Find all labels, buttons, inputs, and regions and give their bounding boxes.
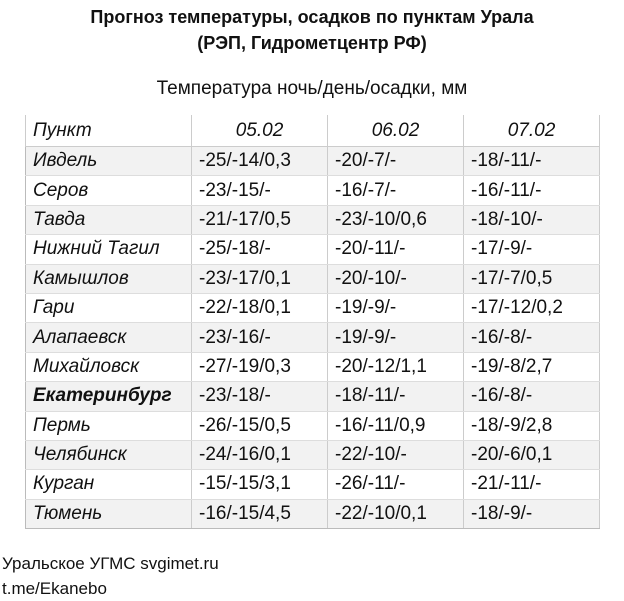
forecast-table: Пункт 05.02 06.02 07.02 Ивдель -25/-14/0,… <box>25 115 600 530</box>
forecast-cell: -23/-18/- <box>191 381 328 412</box>
forecast-cell: -18/-10/- <box>463 205 600 236</box>
forecast-cell: -22/-10/- <box>327 440 464 471</box>
station-name: Пермь <box>25 411 192 441</box>
forecast-cell: -17/-7/0,5 <box>463 264 600 294</box>
forecast-cell: -20/-7/- <box>327 146 464 177</box>
forecast-cell: -16/-11/- <box>463 175 600 206</box>
station-name: Михайловск <box>25 352 192 383</box>
station-name: Гари <box>25 293 192 324</box>
header-cell: 07.02 <box>463 115 600 147</box>
forecast-cell: -24/-16/0,1 <box>191 440 328 471</box>
station-name: Екатеринбург <box>25 381 192 412</box>
table-row: Ивдель -25/-14/0,3 -20/-7/- -18/-11/- <box>25 146 600 177</box>
forecast-cell: -20/-11/- <box>327 234 464 265</box>
forecast-cell: -18/-9/2,8 <box>463 411 600 441</box>
forecast-cell: -22/-10/0,1 <box>327 499 464 530</box>
header-cell: 06.02 <box>327 115 464 147</box>
forecast-cell: -18/-11/- <box>327 381 464 412</box>
title-line-1: Прогноз температуры, осадков по пунктам … <box>90 7 534 27</box>
footer-source: Уральское УГМС svgimet.ru <box>2 554 219 573</box>
forecast-cell: -17/-12/0,2 <box>463 293 600 324</box>
station-name: Камышлов <box>25 264 192 294</box>
forecast-cell: -26/-11/- <box>327 469 464 500</box>
station-name: Тавда <box>25 205 192 236</box>
forecast-cell: -22/-18/0,1 <box>191 293 328 324</box>
forecast-cell: -23/-16/- <box>191 322 328 353</box>
forecast-cell: -16/-8/- <box>463 381 600 412</box>
table-row: Челябинск -24/-16/0,1 -22/-10/- -20/-6/0,1 <box>25 440 600 471</box>
station-name: Тюмень <box>25 499 192 530</box>
station-name: Челябинск <box>25 440 192 471</box>
table-row: Серов -23/-15/- -16/-7/- -16/-11/- <box>25 175 600 206</box>
table-row: Тавда -21/-17/0,5 -23/-10/0,6 -18/-10/- <box>25 205 600 236</box>
forecast-cell: -16/-7/- <box>327 175 464 206</box>
forecast-cell: -25/-18/- <box>191 234 328 265</box>
forecast-cell: -23/-10/0,6 <box>327 205 464 236</box>
forecast-cell: -19/-9/- <box>327 293 464 324</box>
station-name: Курган <box>25 469 192 500</box>
forecast-cell: -17/-9/- <box>463 234 600 265</box>
table-row: Гари -22/-18/0,1 -19/-9/- -17/-12/0,2 <box>25 293 600 324</box>
station-name: Нижний Тагил <box>25 234 192 265</box>
forecast-cell: -19/-8/2,7 <box>463 352 600 383</box>
forecast-cell: -21/-11/- <box>463 469 600 500</box>
table-row: Алапаевск -23/-16/- -19/-9/- -16/-8/- <box>25 322 600 353</box>
table-row: Екатеринбург -23/-18/- -18/-11/- -16/-8/- <box>25 381 600 412</box>
station-name: Алапаевск <box>25 322 192 353</box>
forecast-cell: -27/-19/0,3 <box>191 352 328 383</box>
forecast-cell: -23/-17/0,1 <box>191 264 328 294</box>
forecast-cell: -18/-11/- <box>463 146 600 177</box>
forecast-cell: -18/-9/- <box>463 499 600 530</box>
forecast-cell: -20/-6/0,1 <box>463 440 600 471</box>
forecast-cell: -15/-15/3,1 <box>191 469 328 500</box>
table-header: Пункт 05.02 06.02 07.02 <box>25 115 600 147</box>
forecast-cell: -20/-10/- <box>327 264 464 294</box>
footer-link: t.me/Ekanebo <box>2 579 107 598</box>
forecast-cell: -19/-9/- <box>327 322 464 353</box>
forecast-cell: -16/-8/- <box>463 322 600 353</box>
forecast-cell: -16/-11/0,9 <box>327 411 464 441</box>
forecast-cell: -16/-15/4,5 <box>191 499 328 530</box>
forecast-cell: -23/-15/- <box>191 175 328 206</box>
title-line-2: (РЭП, Гидрометцентр РФ) <box>197 33 427 53</box>
header-cell: 05.02 <box>191 115 328 147</box>
forecast-cell: -25/-14/0,3 <box>191 146 328 177</box>
table-row: Курган -15/-15/3,1 -26/-11/- -21/-11/- <box>25 469 600 500</box>
station-name: Ивдель <box>25 146 192 177</box>
forecast-cell: -21/-17/0,5 <box>191 205 328 236</box>
subtitle: Температура ночь/день/осадки, мм <box>156 78 468 99</box>
table-row: Нижний Тагил -25/-18/- -20/-11/- -17/-9/- <box>25 234 600 265</box>
forecast-cell: -20/-12/1,1 <box>327 352 464 383</box>
station-name: Серов <box>25 175 192 206</box>
forecast-cell: -26/-15/0,5 <box>191 411 328 441</box>
header-cell: Пункт <box>25 115 192 147</box>
table-row: Пермь -26/-15/0,5 -16/-11/0,9 -18/-9/2,8 <box>25 411 600 441</box>
table-row: Тюмень -16/-15/4,5 -22/-10/0,1 -18/-9/- <box>25 499 600 530</box>
table-row: Камышлов -23/-17/0,1 -20/-10/- -17/-7/0,5 <box>25 264 600 294</box>
table-row: Михайловск -27/-19/0,3 -20/-12/1,1 -19/-8/2… <box>25 352 600 383</box>
